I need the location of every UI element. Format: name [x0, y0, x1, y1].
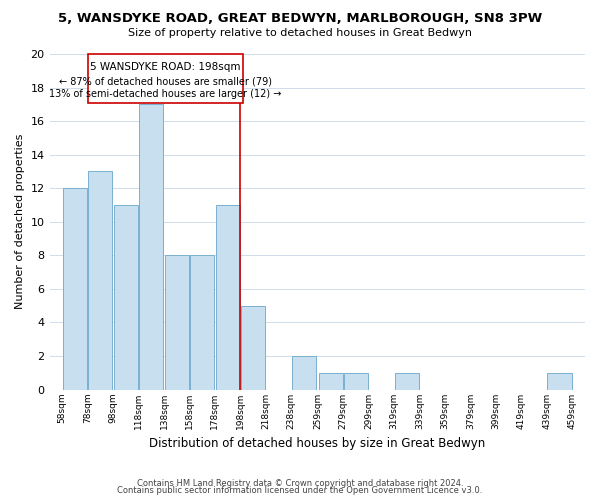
X-axis label: Distribution of detached houses by size in Great Bedwyn: Distribution of detached houses by size … [149, 437, 485, 450]
Bar [241, 306, 265, 390]
Text: 5, WANSDYKE ROAD, GREAT BEDWYN, MARLBOROUGH, SN8 3PW: 5, WANSDYKE ROAD, GREAT BEDWYN, MARLBORO… [58, 12, 542, 26]
Bar [190, 256, 214, 390]
Bar [395, 372, 419, 390]
Text: Contains HM Land Registry data © Crown copyright and database right 2024.: Contains HM Land Registry data © Crown c… [137, 478, 463, 488]
Text: 13% of semi-detached houses are larger (12) →: 13% of semi-detached houses are larger (… [49, 89, 281, 99]
Bar [319, 372, 343, 390]
Text: Contains public sector information licensed under the Open Government Licence v3: Contains public sector information licen… [118, 486, 482, 495]
Bar [292, 356, 316, 390]
Bar [114, 205, 138, 390]
Bar [344, 372, 368, 390]
Bar [88, 54, 243, 102]
Text: 5 WANSDYKE ROAD: 198sqm: 5 WANSDYKE ROAD: 198sqm [90, 62, 241, 72]
Bar [88, 172, 112, 390]
Bar [164, 256, 189, 390]
Bar [547, 372, 572, 390]
Bar [63, 188, 87, 390]
Bar [215, 205, 239, 390]
Text: Size of property relative to detached houses in Great Bedwyn: Size of property relative to detached ho… [128, 28, 472, 38]
Y-axis label: Number of detached properties: Number of detached properties [15, 134, 25, 310]
Bar [139, 104, 163, 390]
Text: ← 87% of detached houses are smaller (79): ← 87% of detached houses are smaller (79… [59, 76, 272, 86]
